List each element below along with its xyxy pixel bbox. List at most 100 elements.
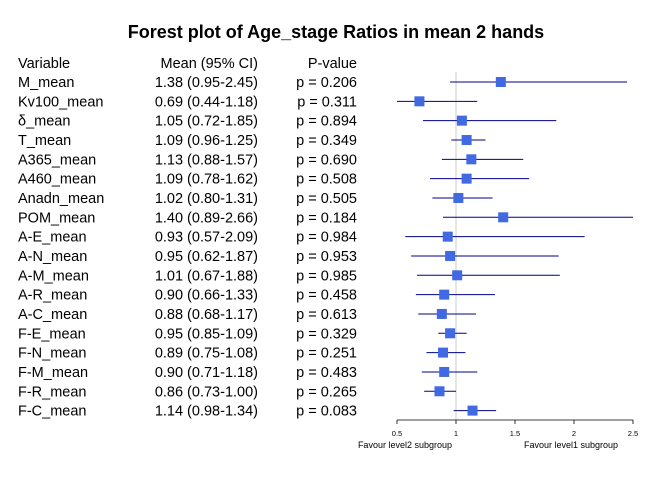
forest-row: F-M_mean 0.90 (0.71-1.18) p = 0.483 <box>18 365 478 381</box>
forest-row: F-C_mean 1.14 (0.98-1.34) p = 0.083 <box>18 404 497 420</box>
row-estimate-ci: 0.89 (0.75-1.08) <box>155 346 258 362</box>
forest-row: A460_mean 1.09 (0.78-1.62) p = 0.508 <box>18 172 530 188</box>
row-variable-label: A-E_mean <box>18 230 87 246</box>
row-variable-label: Anadn_mean <box>18 191 104 207</box>
row-estimate-ci: 1.02 (0.80-1.31) <box>155 191 258 207</box>
row-estimate-ci: 0.86 (0.73-1.00) <box>155 384 258 400</box>
row-p-value: p = 0.458 <box>296 288 357 304</box>
point-estimate-marker <box>436 308 447 319</box>
row-variable-label: A-M_mean <box>18 268 89 284</box>
point-estimate-marker <box>414 96 425 107</box>
point-estimate-marker <box>438 347 449 358</box>
row-p-value: p = 0.206 <box>296 75 357 91</box>
chart-title: Forest plot of Age_stage Ratios in mean … <box>128 22 544 42</box>
row-estimate-ci: 0.90 (0.66-1.33) <box>155 288 258 304</box>
row-estimate-ci: 0.69 (0.44-1.18) <box>155 94 258 110</box>
point-estimate-marker <box>495 77 506 87</box>
forest-row: F-N_mean 0.89 (0.75-1.08) p = 0.251 <box>18 346 466 362</box>
row-estimate-ci: 1.14 (0.98-1.34) <box>155 404 258 420</box>
point-estimate-marker <box>466 154 477 165</box>
forest-row: A-C_mean 0.88 (0.68-1.17) p = 0.613 <box>18 307 477 323</box>
point-estimate-marker <box>445 328 456 339</box>
point-estimate-marker <box>467 405 478 416</box>
row-p-value: p = 0.894 <box>296 114 357 130</box>
forest-row: A-N_mean 0.95 (0.62-1.87) p = 0.953 <box>18 249 559 265</box>
x-axis-tick-label: 0.5 <box>392 429 402 438</box>
forest-row: A-E_mean 0.93 (0.57-2.09) p = 0.984 <box>18 230 585 246</box>
row-variable-label: F-E_mean <box>18 326 86 342</box>
x-axis-tick-label: 1.5 <box>510 429 520 438</box>
row-p-value: p = 0.985 <box>296 268 357 284</box>
forest-row: T_mean 1.09 (0.96-1.25) p = 0.349 <box>18 133 486 149</box>
row-variable-label: A365_mean <box>18 152 96 168</box>
row-variable-label: POM_mean <box>18 210 95 226</box>
row-variable-label: Kv100_mean <box>18 94 103 110</box>
x-axis-tick-label: 2 <box>572 429 576 438</box>
rows-layer: M_mean 1.38 (0.95-2.45) p = 0.206 Kv100_mea… <box>18 75 633 420</box>
forest-row: F-R_mean 0.86 (0.73-1.00) p = 0.265 <box>18 384 456 400</box>
forest-row: A365_mean 1.13 (0.88-1.57) p = 0.690 <box>18 152 524 168</box>
row-p-value: p = 0.349 <box>296 133 357 149</box>
point-estimate-marker <box>452 270 463 281</box>
row-p-value: p = 0.505 <box>296 191 357 207</box>
row-estimate-ci: 0.90 (0.71-1.18) <box>155 365 258 381</box>
x-axis-tick-label: 2.5 <box>628 429 638 438</box>
point-estimate-marker <box>453 192 464 203</box>
row-p-value: p = 0.508 <box>296 172 357 188</box>
point-estimate-marker <box>439 366 450 377</box>
row-variable-label: A-C_mean <box>18 307 87 323</box>
row-p-value: p = 0.984 <box>296 230 357 246</box>
row-estimate-ci: 0.93 (0.57-2.09) <box>155 230 258 246</box>
row-estimate-ci: 1.13 (0.88-1.57) <box>155 152 258 168</box>
row-variable-label: A460_mean <box>18 172 96 188</box>
row-p-value: p = 0.251 <box>296 346 357 362</box>
row-variable-label: M_mean <box>18 75 74 91</box>
row-estimate-ci: 1.40 (0.89-2.66) <box>155 210 258 226</box>
forest-row: POM_mean 1.40 (0.89-2.66) p = 0.184 <box>18 210 633 226</box>
point-estimate-marker <box>498 212 509 223</box>
row-estimate-ci: 1.05 (0.72-1.85) <box>155 114 258 130</box>
row-estimate-ci: 1.09 (0.78-1.62) <box>155 172 258 188</box>
row-estimate-ci: 0.88 (0.68-1.17) <box>155 307 258 323</box>
forest-row: Anadn_mean 1.02 (0.80-1.31) p = 0.505 <box>18 191 493 207</box>
row-estimate-ci: 1.38 (0.95-2.45) <box>155 75 258 91</box>
forest-row: M_mean 1.38 (0.95-2.45) p = 0.206 <box>18 75 628 91</box>
point-estimate-marker <box>439 289 450 300</box>
point-estimate-marker <box>461 134 472 145</box>
forest-row: Kv100_mean 0.69 (0.44-1.18) p = 0.311 <box>18 94 478 110</box>
column-header-pvalue: P-value <box>308 56 357 72</box>
row-p-value: p = 0.483 <box>296 365 357 381</box>
point-estimate-marker <box>461 173 472 184</box>
row-p-value: p = 0.311 <box>297 94 357 110</box>
row-estimate-ci: 0.95 (0.85-1.09) <box>155 326 258 342</box>
row-variable-label: T_mean <box>18 133 71 149</box>
row-variable-label: F-M_mean <box>18 365 88 381</box>
row-p-value: p = 0.265 <box>296 384 357 400</box>
favour-right-label: Favour level1 subgroup <box>524 440 618 450</box>
column-header-estimate: Mean (95% CI) <box>160 56 258 72</box>
forest-row: δ_mean 1.05 (0.72-1.85) p = 0.894 <box>18 114 557 130</box>
row-variable-label: δ_mean <box>18 114 70 130</box>
column-header-variable: Variable <box>18 56 70 72</box>
row-p-value: p = 0.953 <box>296 249 357 265</box>
point-estimate-marker <box>445 250 456 261</box>
row-estimate-ci: 1.09 (0.96-1.25) <box>155 133 258 149</box>
row-variable-label: F-N_mean <box>18 346 87 362</box>
point-estimate-marker <box>456 115 467 126</box>
forest-row: F-E_mean 0.95 (0.85-1.09) p = 0.329 <box>18 326 467 342</box>
forest-row: A-R_mean 0.90 (0.66-1.33) p = 0.458 <box>18 288 495 304</box>
row-variable-label: A-N_mean <box>18 249 87 265</box>
row-p-value: p = 0.329 <box>296 326 357 342</box>
row-estimate-ci: 1.01 (0.67-1.88) <box>155 268 258 284</box>
row-p-value: p = 0.184 <box>296 210 357 226</box>
point-estimate-marker <box>434 386 445 397</box>
x-axis: 0.5 1 1.5 2 2.5 Favour level2 subgroup Favour … <box>358 419 638 450</box>
x-axis-tick-label: 1 <box>454 429 458 438</box>
row-variable-label: F-R_mean <box>18 384 87 400</box>
row-p-value: p = 0.613 <box>296 307 357 323</box>
favour-left-label: Favour level2 subgroup <box>358 440 452 450</box>
row-variable-label: F-C_mean <box>18 404 87 420</box>
row-p-value: p = 0.083 <box>296 404 357 420</box>
point-estimate-marker <box>442 231 453 242</box>
